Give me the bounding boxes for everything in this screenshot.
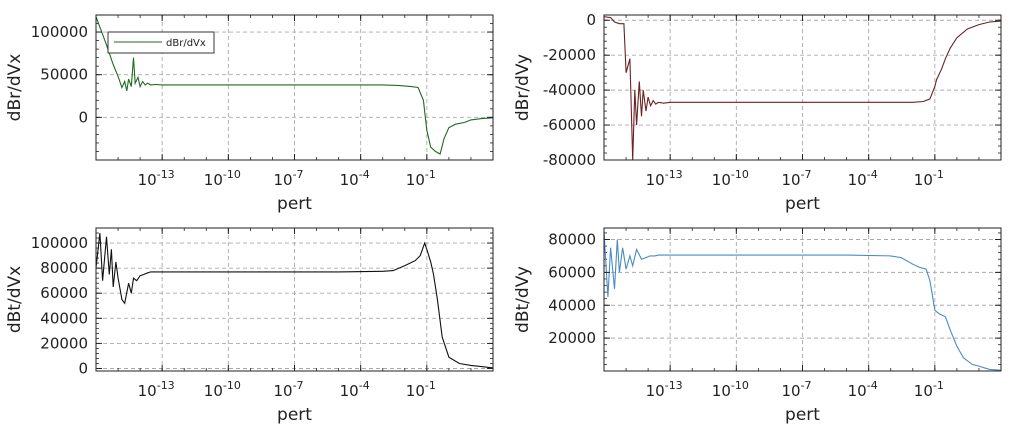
series-line <box>96 232 493 369</box>
y-tick-label: 0 <box>78 108 88 126</box>
x-tick-label: 10-1 <box>914 168 944 189</box>
x-tick-label: 10-10 <box>712 168 749 189</box>
x-tick-label: 10-10 <box>712 379 749 400</box>
x-tick-label: 10-10 <box>204 379 241 400</box>
x-tick-label: 10-4 <box>340 168 370 189</box>
x-tick-label: 10-13 <box>138 168 175 189</box>
y-tick-label: 100000 <box>31 234 88 252</box>
y-tick-label: -60000 <box>543 116 596 134</box>
series-line <box>604 231 1001 371</box>
y-tick-label: -80000 <box>543 151 596 169</box>
y-tick-label: 0 <box>78 359 88 377</box>
x-tick-label: 10-1 <box>914 379 944 400</box>
y-tick-label: -40000 <box>543 81 596 99</box>
y-tick-label: 20000 <box>40 334 88 352</box>
y-tick-label: 0 <box>586 11 596 29</box>
y-axis-label: dBt/dVx <box>5 266 25 333</box>
x-tick-label: 10-13 <box>646 379 683 400</box>
y-tick-label: -20000 <box>543 46 596 64</box>
legend-label: dBr/dVx <box>166 38 206 49</box>
x-tick-label: 10-1 <box>406 168 436 189</box>
x-tick-label: 10-7 <box>781 168 811 189</box>
x-axis-label: pert <box>277 194 312 214</box>
y-axis-label: dBt/dVy <box>513 266 533 333</box>
series-line <box>604 16 1001 160</box>
y-tick-label: 60000 <box>548 263 596 281</box>
x-tick-label: 10-7 <box>273 379 303 400</box>
x-tick-label: 10-7 <box>781 379 811 400</box>
x-tick-label: 10-1 <box>406 379 436 400</box>
y-tick-label: 100000 <box>31 23 88 41</box>
x-tick-label: 10-13 <box>138 379 175 400</box>
y-tick-label: 50000 <box>40 66 88 84</box>
x-axis-label: pert <box>277 405 312 425</box>
chart-panel-2: 10-13 10-10 10-7 10-4 10-10-20000-40000-6000… <box>513 11 1002 214</box>
y-axis-label: dBr/dVy <box>513 54 533 121</box>
chart-panel-1: 10-13 10-10 10-7 10-4 10-1 100000 50000 0 pert dB… <box>5 14 494 214</box>
x-tick-label: 10-13 <box>646 168 683 189</box>
y-axis-label: dBr/dVx <box>5 54 25 122</box>
legend: dBr/dVx <box>107 31 215 54</box>
x-tick-label: 10-10 <box>204 168 241 189</box>
x-tick-label: 10-4 <box>848 168 878 189</box>
y-tick-label: 80000 <box>40 259 88 277</box>
series-line <box>96 16 493 155</box>
y-tick-label: 80000 <box>548 231 596 249</box>
x-axis-label: pert <box>785 405 820 425</box>
x-tick-label: 10-4 <box>848 379 878 400</box>
y-tick-label: 20000 <box>548 329 596 347</box>
y-tick-label: 40000 <box>40 309 88 327</box>
chart-panel-3: 10-13 10-10 10-7 10-4 10-1 100000 80000 60000 40… <box>5 227 494 425</box>
chart-panel-4: 10-13 10-10 10-7 10-4 10-1 80000 60000 40000 200… <box>513 227 1002 425</box>
x-axis-label: pert <box>785 194 820 214</box>
y-tick-label: 40000 <box>548 296 596 314</box>
x-tick-label: 10-7 <box>273 168 303 189</box>
x-tick-label: 10-4 <box>340 379 370 400</box>
y-tick-label: 60000 <box>40 284 88 302</box>
